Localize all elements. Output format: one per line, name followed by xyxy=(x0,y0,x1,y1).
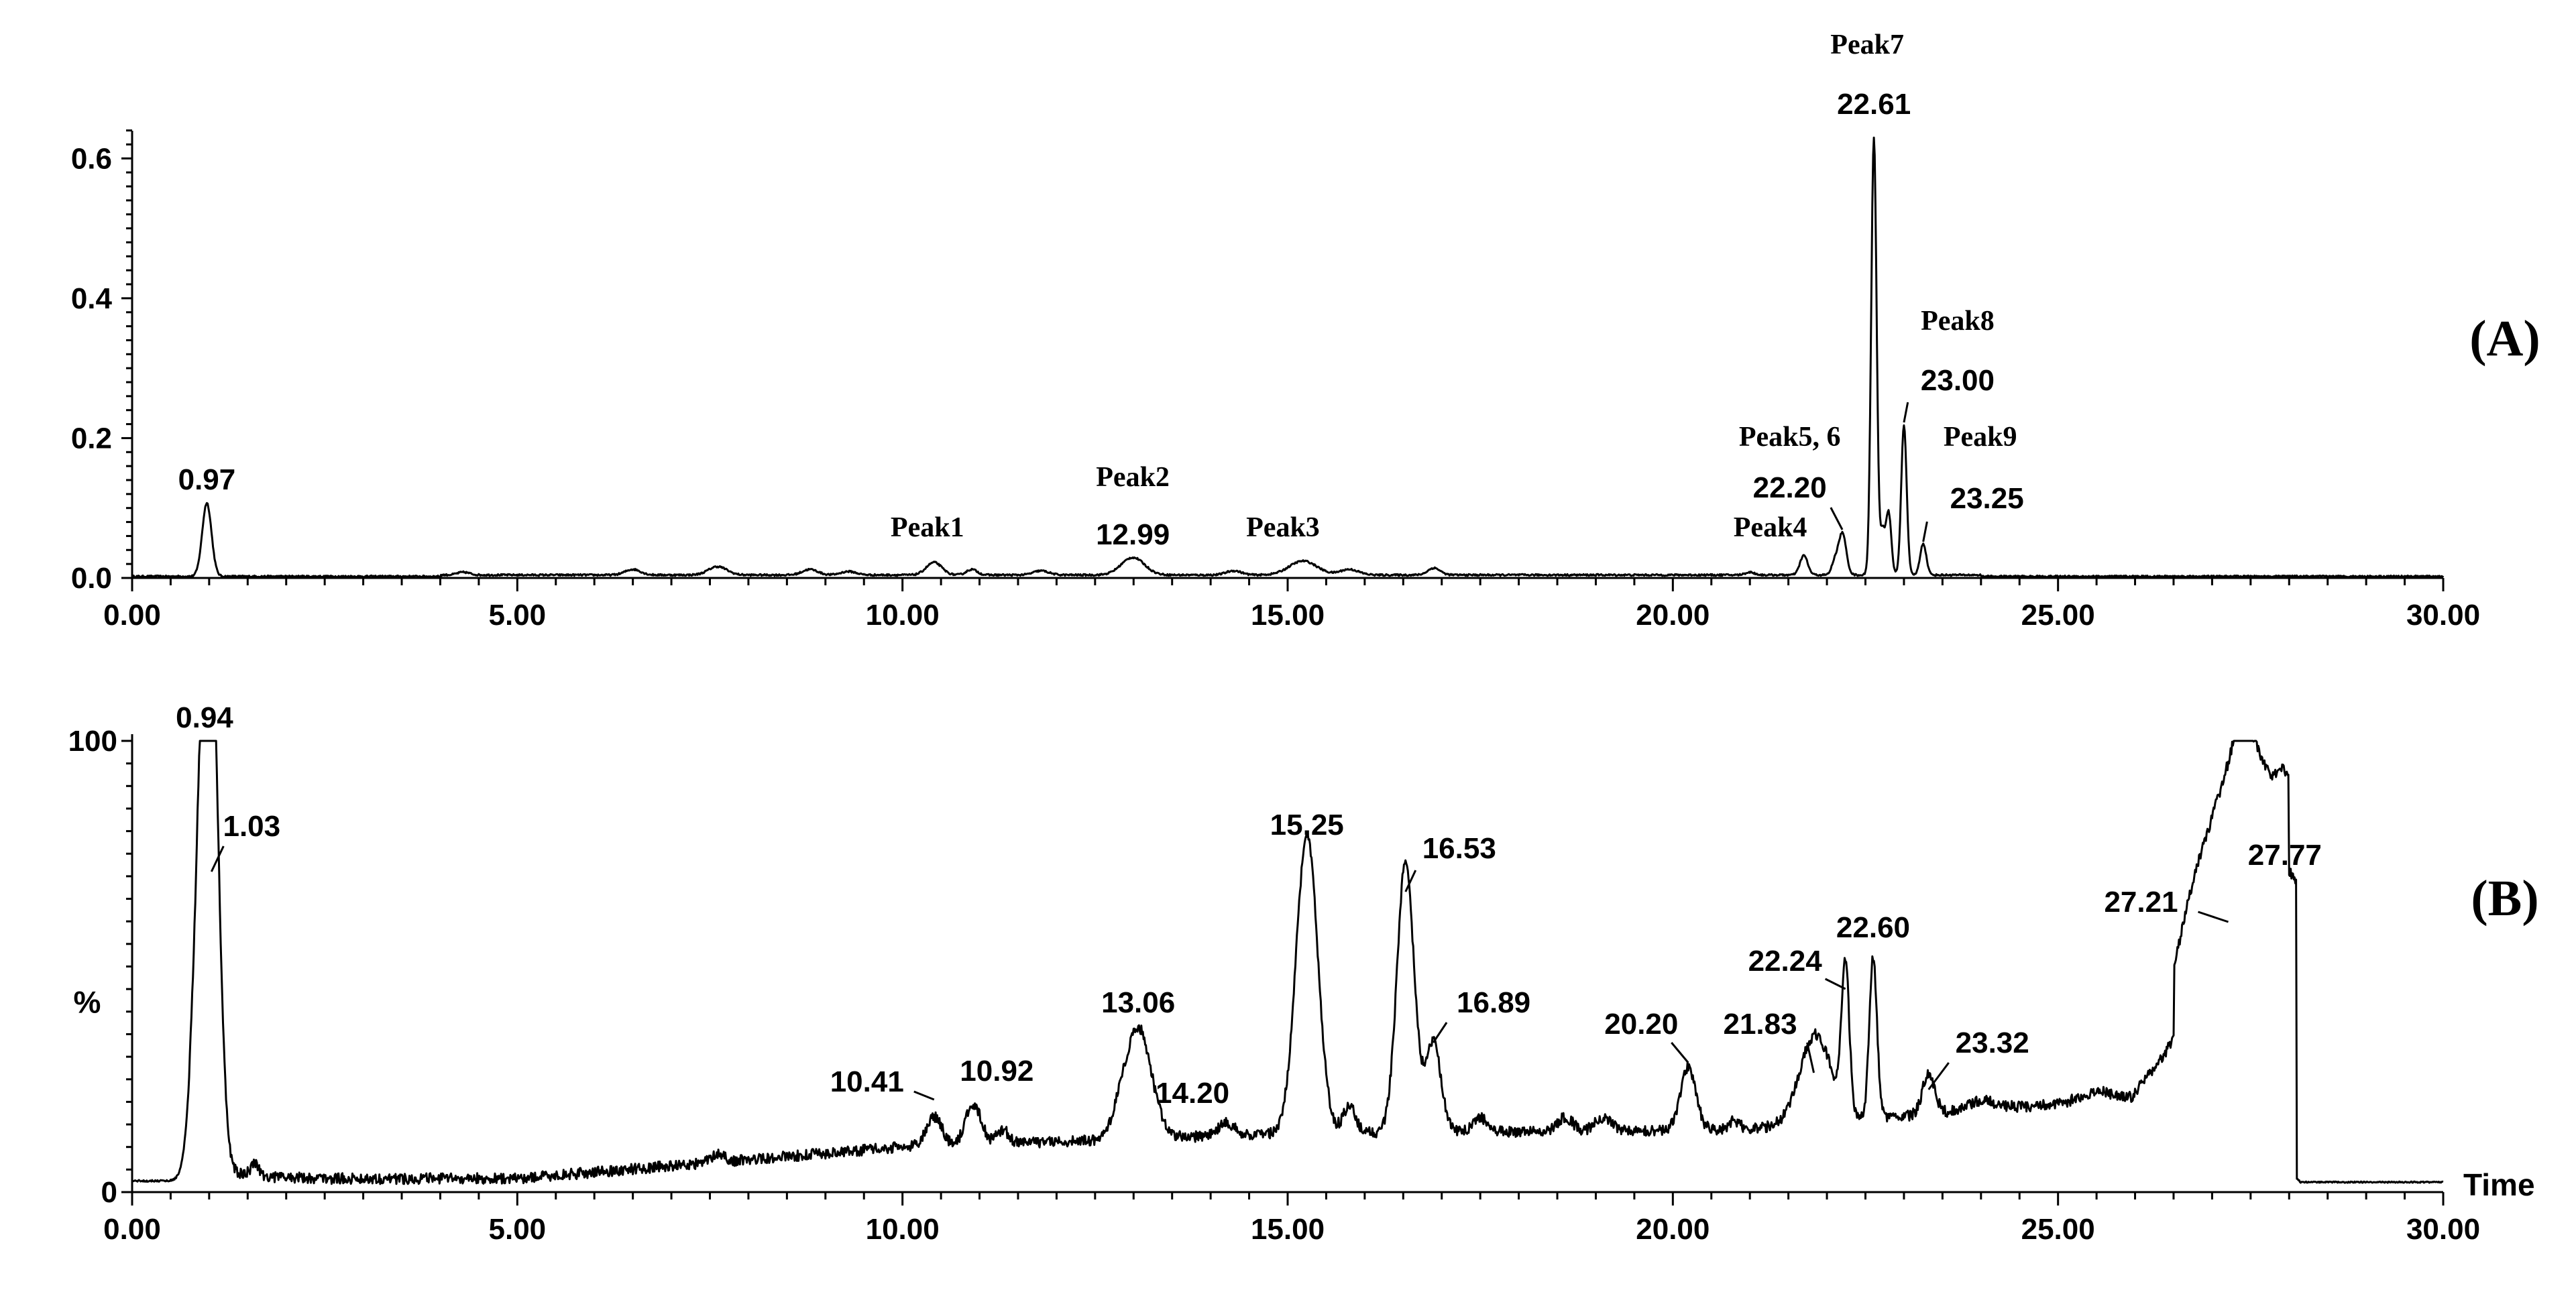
label-leader-line xyxy=(1806,1042,1815,1073)
peak-retention-label: 23.25 xyxy=(1950,482,2024,515)
peak-retention-label: 21.83 xyxy=(1723,1008,1797,1041)
peak-retention-label: 1.03 xyxy=(223,810,280,843)
peak-name-label: Peak5, 6 xyxy=(1739,422,1841,453)
x-tick-label: 30.00 xyxy=(2406,1213,2480,1246)
panel-a-chromatogram: 0.00 5.00 10.00 15.00 20.00 25.00 30.00 0.0 0.2 0… xyxy=(71,30,2540,632)
peak-retention-label: 22.20 xyxy=(1753,471,1827,504)
peak-retention-label: 20.20 xyxy=(1604,1008,1678,1041)
y-tick-label: 0.4 xyxy=(71,282,113,315)
peak-name-label: Peak9 xyxy=(1944,422,2017,453)
chromatogram-trace-a xyxy=(131,136,2445,579)
x-tick-label: 10.00 xyxy=(866,599,940,632)
y-tick-label: 0.0 xyxy=(71,562,112,595)
label-leader-line xyxy=(210,845,225,872)
peak-retention-label: 22.24 xyxy=(1748,945,1823,978)
y-axis-label: % xyxy=(74,984,101,1019)
y-tick-label: 100 xyxy=(68,725,117,758)
peak-retention-label: 0.94 xyxy=(176,701,233,734)
peak-retention-label: 22.60 xyxy=(1836,911,1910,944)
label-leader-line xyxy=(913,1090,935,1101)
peak-retention-label: 10.41 xyxy=(830,1065,904,1098)
peak-name-label: Peak8 xyxy=(1921,306,1995,337)
peak-retention-label: 27.77 xyxy=(2248,839,2322,872)
panel-label-a: (A) xyxy=(2469,310,2540,367)
peak-retention-label: 13.06 xyxy=(1101,986,1175,1019)
x-tick-label: 5.00 xyxy=(489,599,547,632)
peak-retention-label: 14.20 xyxy=(1156,1077,1229,1110)
label-leader-line xyxy=(2198,911,2229,923)
peak-retention-label: 22.61 xyxy=(1837,88,1911,121)
label-leader-line xyxy=(1671,1042,1689,1063)
peak-name-label: Peak7 xyxy=(1830,30,1904,60)
panel-b-chromatogram: 0.00 5.00 10.00 15.00 20.00 25.00 30.00 0 100% Ti… xyxy=(68,701,2539,1246)
y-tick-label: 0.2 xyxy=(71,422,112,455)
label-leader-line xyxy=(1922,521,1928,542)
label-leader-line xyxy=(1903,402,1909,423)
x-tick-label: 0.00 xyxy=(103,1213,161,1246)
peak-name-label: Peak2 xyxy=(1096,462,1170,493)
label-leader-line xyxy=(1927,1062,1950,1090)
label-leader-line xyxy=(1432,1022,1448,1043)
x-tick-label: 30.00 xyxy=(2406,599,2480,632)
peak-retention-label: 12.99 xyxy=(1096,518,1170,551)
x-tick-label: 10.00 xyxy=(866,1213,940,1246)
label-leader-line xyxy=(1824,978,1846,990)
label-leader-line xyxy=(1830,507,1844,530)
y-tick-label: 0.6 xyxy=(71,142,112,175)
peak-name-label: Peak4 xyxy=(1734,512,1807,543)
x-tick-label: 5.00 xyxy=(489,1213,547,1246)
panel-label-b: (B) xyxy=(2471,870,2538,927)
x-axis-label: Time xyxy=(2463,1167,2535,1202)
peak-name-label: Peak1 xyxy=(891,512,964,543)
x-tick-label: 15.00 xyxy=(1251,599,1325,632)
x-tick-label: 15.00 xyxy=(1251,1213,1325,1246)
x-tick-label: 20.00 xyxy=(1636,1213,1710,1246)
peak-retention-label: 27.21 xyxy=(2104,886,2178,919)
y-tick-label: 0 xyxy=(101,1176,117,1209)
peak-retention-label: 10.92 xyxy=(960,1055,1033,1088)
chromatogram-trace-b xyxy=(131,740,2444,1185)
peak-retention-label: 15.25 xyxy=(1270,809,1344,841)
label-leader-line xyxy=(1404,870,1417,892)
x-tick-label: 0.00 xyxy=(103,599,161,632)
peak-retention-label: 16.89 xyxy=(1457,986,1530,1019)
peak-retention-label: 23.32 xyxy=(1956,1027,2029,1059)
peak-retention-label: 23.00 xyxy=(1921,364,1995,397)
peak-retention-label: 0.97 xyxy=(178,463,236,496)
x-tick-label: 20.00 xyxy=(1636,599,1710,632)
x-tick-label: 25.00 xyxy=(2021,599,2095,632)
peak-retention-label: 16.53 xyxy=(1422,832,1496,865)
x-tick-label: 25.00 xyxy=(2021,1213,2095,1246)
peak-name-label: Peak3 xyxy=(1246,512,1320,543)
